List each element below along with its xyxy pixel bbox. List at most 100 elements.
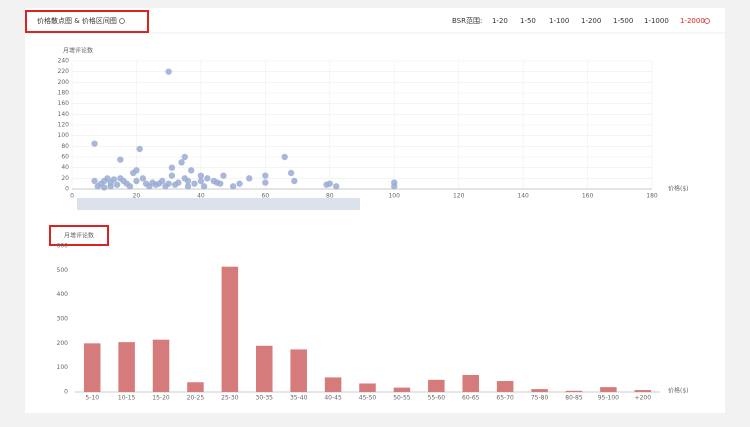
- y-tick-label: 500: [57, 267, 69, 274]
- x-tick-label: 40: [197, 193, 205, 200]
- scatter-point: [197, 172, 205, 179]
- scatter-point: [91, 140, 98, 147]
- bsr-option[interactable]: 1-50: [520, 17, 536, 25]
- x-tick-label: 180: [646, 193, 658, 200]
- bar: [634, 390, 652, 392]
- x-tick-label: 120: [453, 193, 465, 200]
- x-tick-label: 40-45: [324, 395, 342, 402]
- header-title: 价格散点图 & 价格区间图: [37, 16, 117, 25]
- scatter-point: [139, 175, 147, 182]
- x-axis-title: 价格($): [668, 185, 689, 193]
- y-tick-label: 120: [58, 122, 70, 129]
- scatter-point: [168, 172, 176, 179]
- scatter-point: [220, 172, 227, 179]
- scatter-point: [133, 177, 140, 185]
- x-tick-label: 100: [388, 193, 400, 200]
- x-tick-label: 80: [326, 193, 334, 200]
- y-tick-label: 600: [57, 243, 69, 250]
- x-tick-label: 15-20: [152, 395, 170, 402]
- y-tick-label: 160: [58, 100, 70, 107]
- scatter-point: [184, 177, 192, 185]
- bsr-options: 1-20 1-50 1-100 1-200 1-500 1-1000 1-2000: [492, 17, 710, 25]
- bsr-option[interactable]: 1-2000: [680, 17, 705, 25]
- card: [25, 8, 725, 413]
- x-tick-label: 95-100: [598, 395, 619, 402]
- bar: [152, 339, 170, 392]
- x-tick-label: 65-70: [496, 395, 514, 402]
- scatter-point: [200, 183, 208, 190]
- y-tick-label: 0: [65, 186, 69, 193]
- bsr-option[interactable]: 1-20: [492, 17, 508, 25]
- y-tick-label: 20: [61, 175, 69, 182]
- x-tick-label: 30-35: [256, 395, 274, 402]
- scatter-point: [287, 169, 295, 177]
- y-tick-label: 180: [58, 90, 70, 97]
- y-tick-label: 80: [61, 143, 69, 150]
- scatter-point: [181, 153, 188, 161]
- x-tick-label: 60-65: [462, 395, 480, 402]
- scatter-point: [159, 177, 166, 185]
- x-tick-label: +200: [635, 395, 652, 402]
- scatter-point: [188, 167, 195, 174]
- y-tick-label: 60: [61, 154, 69, 161]
- scatter-point: [291, 177, 298, 185]
- y-tick-label: 200: [58, 79, 70, 86]
- scatter-point: [333, 183, 340, 190]
- scatter-point: [191, 180, 198, 187]
- bar: [462, 374, 479, 392]
- x-tick-label: 75-80: [531, 395, 549, 402]
- bsr-option[interactable]: 1-200: [581, 17, 601, 25]
- scatter-point: [165, 180, 172, 187]
- x-tick-label: 55-60: [428, 395, 446, 402]
- bar: [600, 387, 617, 392]
- x-tick-label: 140: [517, 193, 529, 200]
- scatter-point: [236, 180, 243, 187]
- highlight-box: [25, 10, 149, 33]
- scatter-point: [391, 183, 398, 190]
- x-tick-label: 35-40: [290, 395, 308, 402]
- x-tick-label: 45-50: [359, 395, 377, 402]
- scatter-point: [136, 145, 143, 153]
- x-tick-label: 160: [582, 193, 594, 200]
- x-tick-label: 80-85: [565, 395, 583, 402]
- y-tick-label: 100: [58, 132, 70, 139]
- scatter-point: [246, 175, 253, 182]
- bar: [496, 381, 514, 392]
- scatter-point: [107, 183, 114, 190]
- y-tick-label: 40: [61, 164, 69, 171]
- bsr-option[interactable]: 1-1000: [644, 17, 669, 25]
- y-tick-label: 240: [58, 58, 70, 65]
- scatter-point: [262, 172, 269, 179]
- bar: [290, 349, 307, 392]
- x-tick-label: 0: [70, 193, 74, 200]
- scatter-point: [326, 180, 333, 187]
- highlight-box: [49, 225, 109, 246]
- bar: [531, 389, 548, 392]
- y-axis-title: 月增评论数: [64, 232, 94, 240]
- scatter-point: [113, 181, 121, 188]
- bsr-option[interactable]: 1-500: [613, 17, 633, 25]
- scatter-point: [229, 183, 237, 190]
- bsr-icon: [704, 18, 710, 24]
- y-axis-title: 月增评论数: [63, 47, 93, 55]
- y-tick-label: 400: [57, 291, 69, 298]
- scatter-point: [178, 159, 185, 166]
- bar: [221, 266, 239, 392]
- scatter-point: [281, 153, 288, 161]
- scroll-slider[interactable]: [77, 198, 360, 210]
- scatter-point: [165, 68, 172, 75]
- bsr-label: BSR范围:: [452, 16, 482, 25]
- y-tick-label: 300: [57, 316, 69, 323]
- bar: [187, 382, 204, 392]
- scatter-point: [217, 180, 224, 187]
- scatter-point: [91, 177, 98, 185]
- x-axis-title: 价格($): [668, 387, 689, 395]
- bar: [118, 342, 135, 392]
- bar: [428, 379, 445, 392]
- scatter-point: [175, 179, 182, 186]
- bsr-option[interactable]: 1-100: [549, 17, 569, 25]
- scatter-point: [197, 177, 205, 185]
- bar: [324, 377, 342, 392]
